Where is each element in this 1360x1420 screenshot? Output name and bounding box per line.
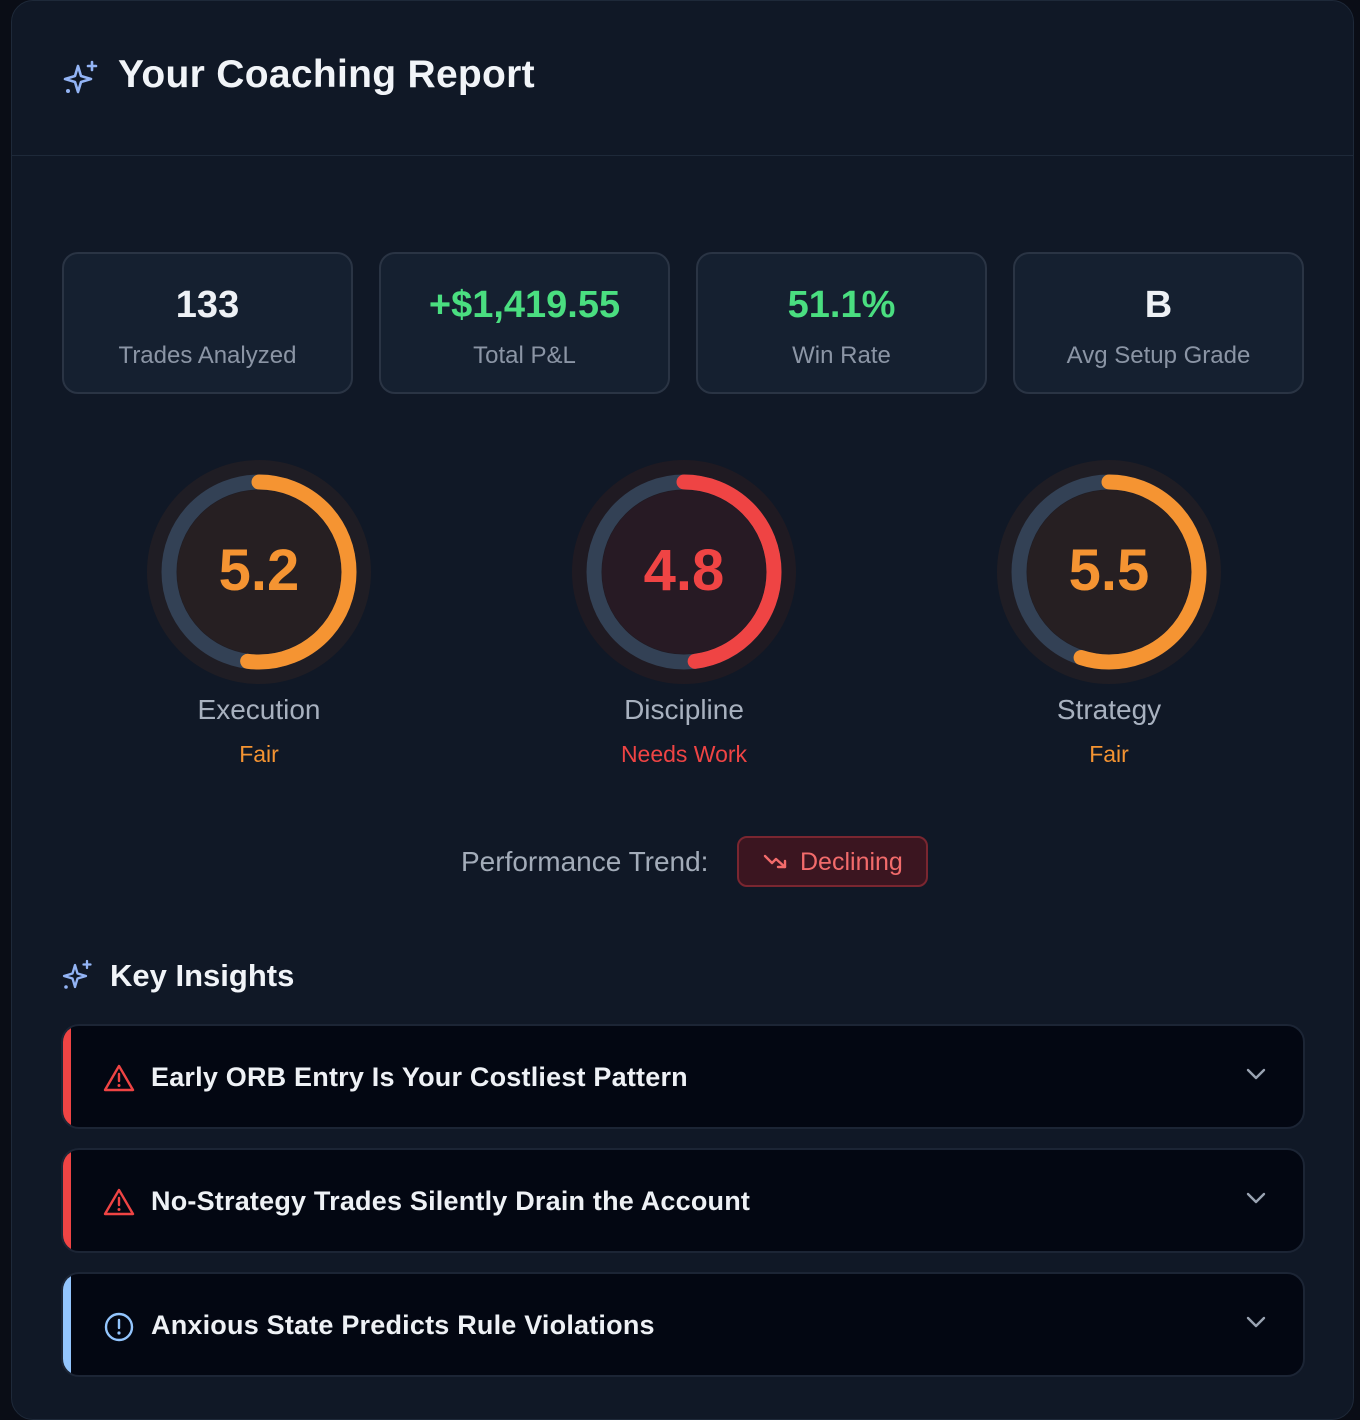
report-header: Your Coaching Report [12,1,1353,156]
sparkles-icon [63,60,98,94]
strategy-score-value: 5.5 [1068,538,1150,603]
stat-value: 133 [175,284,240,326]
stat-label: Trades Analyzed [118,342,297,369]
discipline-status: Needs Work [620,741,748,767]
stat-card-total-pnl: +$1,419.55 Total P&L [379,252,670,394]
chevron-down-icon[interactable] [1245,1191,1267,1205]
strategy-score-gauge: 5.5 [996,459,1222,685]
info-circle-icon [104,1312,134,1342]
insight-accent [63,1026,71,1127]
stat-card-trades-analyzed: 133 Trades Analyzed [62,252,353,394]
performance-trend-badge: Declining [737,836,928,887]
discipline-score-gauge: 4.8 [571,459,797,685]
execution-label: Execution [197,694,321,725]
stat-value: +$1,419.55 [428,284,621,326]
stat-label: Win Rate [792,342,891,369]
coaching-report-panel: Your Coaching Report 133 Trades Analyzed… [11,0,1354,1420]
execution-status: Fair [239,741,279,767]
strategy-label: Strategy [1056,694,1162,725]
key-insights-heading: Key Insights [110,958,295,993]
stat-card-win-rate: 51.1% Win Rate [696,252,987,394]
stat-value: 51.1% [787,284,896,326]
page-title: Your Coaching Report [118,53,535,96]
strategy-status: Fair [1089,741,1129,767]
trending-down-icon [763,854,787,869]
performance-trend-label: Performance Trend: [461,846,709,877]
stat-label: Avg Setup Grade [1066,342,1251,369]
discipline-label: Discipline [624,694,744,725]
warning-triangle-icon [103,1188,135,1216]
execution-score-value: 5.2 [218,538,300,603]
stat-value: B [1144,284,1173,326]
insight-item-anxious-state[interactable]: Anxious State Predicts Rule Violations [61,1272,1305,1377]
insight-accent [63,1150,71,1251]
trend-value: Declining [800,848,903,876]
insight-item-early-orb-entry[interactable]: Early ORB Entry Is Your Costliest Patter… [61,1024,1305,1129]
discipline-score-value: 4.8 [643,538,725,603]
insight-title: No-Strategy Trades Silently Drain the Ac… [151,1186,751,1216]
warning-triangle-icon [103,1064,135,1092]
stat-label: Total P&L [473,342,576,369]
sparkles-icon [62,959,92,989]
insight-item-no-strategy-trades[interactable]: No-Strategy Trades Silently Drain the Ac… [61,1148,1305,1253]
insight-title: Anxious State Predicts Rule Violations [151,1310,655,1340]
stat-card-avg-setup-grade: B Avg Setup Grade [1013,252,1304,394]
execution-score-gauge: 5.2 [146,459,372,685]
chevron-down-icon[interactable] [1245,1315,1267,1329]
insight-title: Early ORB Entry Is Your Costliest Patter… [151,1062,688,1092]
insight-accent [63,1274,71,1375]
chevron-down-icon[interactable] [1245,1067,1267,1081]
